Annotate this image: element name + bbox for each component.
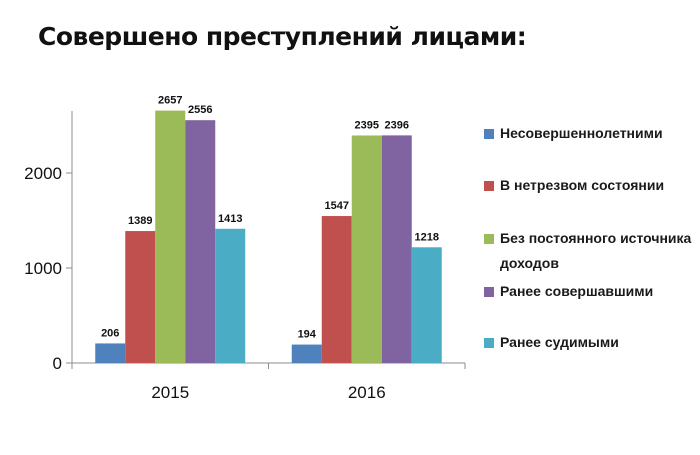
bar	[95, 343, 126, 363]
legend-swatch	[484, 338, 494, 348]
x-tick-label: 2016	[348, 383, 386, 402]
data-label: 1389	[128, 215, 152, 227]
data-label: 1547	[325, 200, 349, 212]
legend-label: Ранее совершавшими	[500, 283, 653, 299]
y-tick-label: 0	[53, 354, 62, 373]
data-label: 2556	[188, 104, 212, 116]
bar	[381, 135, 412, 363]
bar	[185, 120, 216, 364]
bar	[321, 216, 352, 363]
legend: Несовершеннолетними В нетрезвом состоянии…	[484, 125, 692, 350]
legend-swatch	[484, 181, 494, 191]
legend-label: Несовершеннолетними	[500, 125, 663, 141]
x-tick-label: 2015	[151, 383, 189, 402]
legend-label: В нетрезвом состоянии	[500, 177, 664, 193]
y-tick-label: 2000	[24, 164, 62, 183]
bar	[215, 228, 246, 363]
legend-label: Без постоянного источника доходов	[500, 230, 692, 271]
chart-title: Совершено преступлений лицами:	[38, 22, 527, 51]
y-tick-label: 1000	[24, 259, 62, 278]
legend-swatch	[484, 129, 494, 139]
bar	[351, 135, 382, 363]
bar	[155, 110, 186, 364]
data-label: 206	[101, 327, 119, 339]
bar	[291, 344, 322, 363]
data-label: 1413	[218, 213, 242, 225]
bar	[125, 231, 156, 363]
plot-area: 0 1000 2000 206 1389 2657 2556 1413 2015 194 1547 2…	[24, 95, 466, 402]
legend-swatch	[484, 287, 494, 297]
data-label: 2396	[385, 119, 409, 131]
data-label: 1218	[415, 231, 439, 243]
data-label: 2395	[355, 119, 379, 131]
legend-label: Ранее судимыми	[500, 334, 619, 350]
legend-swatch	[484, 234, 494, 244]
bar	[411, 247, 442, 363]
data-label: 2657	[158, 95, 182, 107]
data-label: 194	[298, 329, 317, 341]
